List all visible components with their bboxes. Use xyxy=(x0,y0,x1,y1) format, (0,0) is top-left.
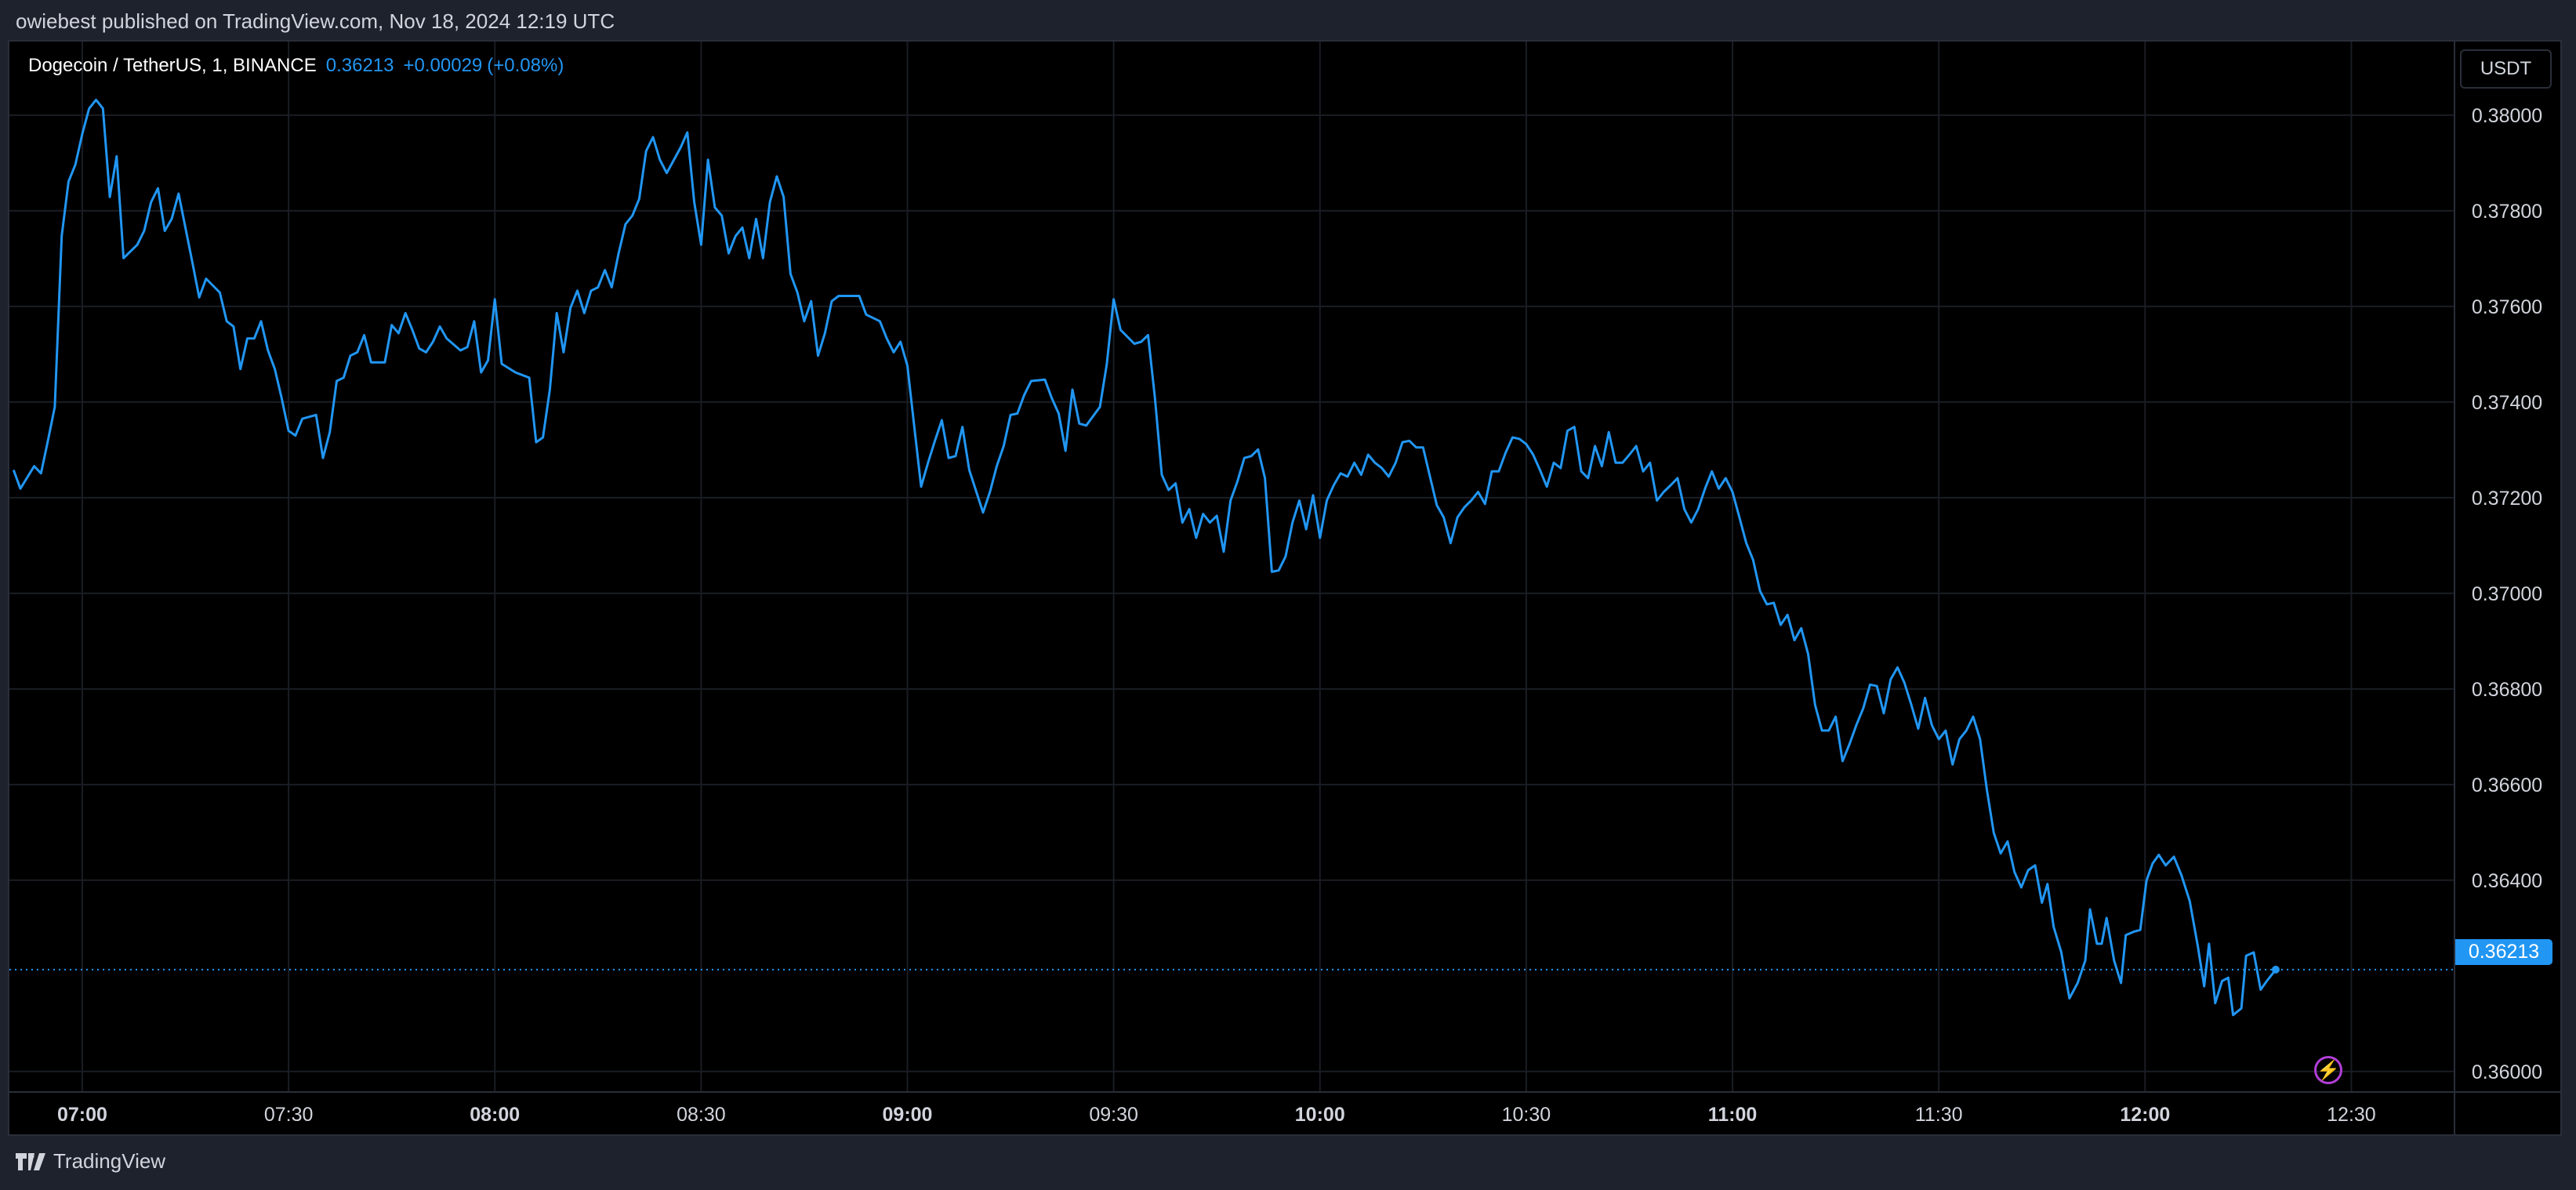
x-tick-label: 12:30 xyxy=(2327,1104,2376,1126)
x-tick-label: 10:00 xyxy=(1295,1104,1345,1126)
y-tick-label: 0.37600 xyxy=(2472,296,2542,318)
chart-frame[interactable] xyxy=(8,40,2562,1136)
y-tick-label: 0.37800 xyxy=(2472,201,2542,223)
x-tick-label: 07:00 xyxy=(57,1104,107,1126)
price-change: +0.00029 xyxy=(403,55,483,76)
y-tick-label: 0.37200 xyxy=(2472,488,2542,510)
symbol-legend: Dogecoin / TetherUS, 1, BINANCE 0.36213 +0… xyxy=(28,55,564,77)
brand-name: TradingView xyxy=(53,1149,166,1173)
last-price: 0.36213 xyxy=(325,55,394,76)
x-tick-label: 09:30 xyxy=(1089,1104,1138,1126)
x-tick-label: 11:00 xyxy=(1708,1104,1758,1126)
x-tick-label: 09:00 xyxy=(883,1104,933,1126)
last-price-axis-label: 0.36213 xyxy=(2455,939,2552,965)
x-tick-label: 10:30 xyxy=(1502,1104,1551,1126)
x-tick-label: 12:00 xyxy=(2120,1104,2170,1126)
x-tick-label: 08:30 xyxy=(677,1104,726,1126)
last-price-dot xyxy=(2271,965,2280,974)
x-tick-label: 11:30 xyxy=(1915,1104,1963,1126)
footer-brand[interactable]: TradingView xyxy=(16,1149,165,1174)
price-change-percent: (+0.08%) xyxy=(487,55,564,76)
y-tick-label: 0.36600 xyxy=(2472,775,2542,796)
y-tick-label: 0.38000 xyxy=(2472,105,2542,127)
publish-info: owiebest published on TradingView.com, N… xyxy=(16,9,615,33)
y-tick-label: 0.37400 xyxy=(2472,392,2542,414)
y-tick-label: 0.36800 xyxy=(2472,679,2542,701)
x-tick-label: 07:30 xyxy=(264,1104,314,1126)
x-tick-label: 08:00 xyxy=(470,1104,520,1126)
symbol-name[interactable]: Dogecoin / TetherUS, 1, BINANCE xyxy=(28,55,317,76)
y-tick-label: 0.36000 xyxy=(2472,1061,2542,1083)
y-tick-label: 0.36400 xyxy=(2472,870,2542,892)
y-tick-label: 0.37000 xyxy=(2472,583,2542,605)
currency-button[interactable]: USDT xyxy=(2460,49,2552,89)
tradingview-logo-icon xyxy=(16,1152,45,1170)
lightning-icon[interactable]: ⚡ xyxy=(2314,1056,2342,1084)
price-line xyxy=(12,98,2277,1017)
